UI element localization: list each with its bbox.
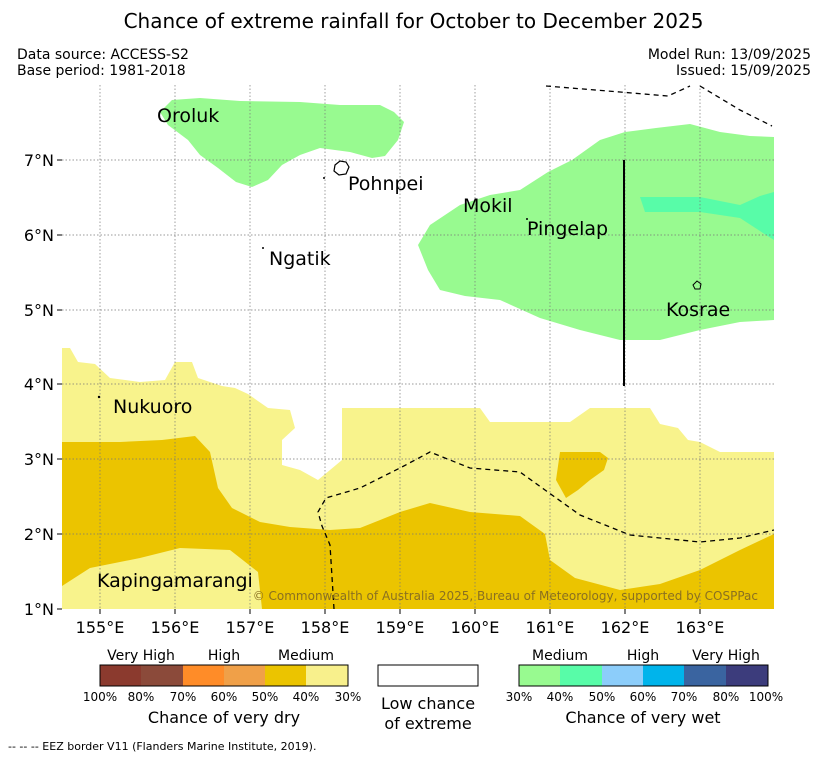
y-tick-label: 2°N xyxy=(24,525,54,544)
y-axis-labels: 7°N 6°N 5°N 4°N 3°N 2°N 1°N xyxy=(24,151,54,619)
legend-dry-swatch xyxy=(183,665,224,686)
x-tick-label: 157°E xyxy=(226,618,275,637)
legend-wet-swatch xyxy=(560,665,602,686)
legend-wet-swatch xyxy=(726,665,768,686)
place-label-kosrae: Kosrae xyxy=(666,299,730,321)
legend-dry-swatch xyxy=(224,665,265,686)
map-title: Chance of extreme rainfall for October t… xyxy=(123,9,704,33)
ngatik-island-marker xyxy=(262,247,264,249)
legend-wet-category: Medium xyxy=(532,648,588,664)
legend-dry-pct: 80% xyxy=(128,690,155,704)
x-tick-label: 161°E xyxy=(526,618,575,637)
model-run: Model Run: 13/09/2025 xyxy=(647,47,811,63)
legend-dry-pct: 100% xyxy=(83,690,117,704)
x-tick-label: 158°E xyxy=(301,618,350,637)
legend-wet-pct: 100% xyxy=(749,690,783,704)
place-label-kapingamarangi: Kapingamarangi xyxy=(97,570,253,592)
data-source: Data source: ACCESS-S2 xyxy=(17,47,189,63)
legend-dry-category: Medium xyxy=(278,648,334,664)
legend-dry-frame xyxy=(99,664,349,687)
legend-wet-pct: 40% xyxy=(547,690,574,704)
y-tick-label: 1°N xyxy=(24,600,54,619)
x-tick-label: 159°E xyxy=(376,618,425,637)
legend-dry-title: Chance of very dry xyxy=(148,708,300,727)
legend-wet-pct: 70% xyxy=(671,690,698,704)
kosrae-island-outline xyxy=(692,280,702,290)
dry-medium-patch xyxy=(556,452,608,498)
x-axis-labels: 155°E 156°E 157°E 158°E 159°E 160°E 161°… xyxy=(76,618,725,637)
legend-dry-pct: 50% xyxy=(252,690,279,704)
legend-wet-pct: 80% xyxy=(713,690,740,704)
legend-wet-pct: 60% xyxy=(630,690,657,704)
y-tick-label: 6°N xyxy=(24,226,54,245)
x-tick-label: 162°E xyxy=(601,618,650,637)
x-tick-label: 155°E xyxy=(76,618,125,637)
place-label-oroluk: Oroluk xyxy=(157,105,219,127)
eez-footnote: -- -- -- EEZ border V11 (Flanders Marine… xyxy=(8,740,317,753)
legend-dry-pct: 40% xyxy=(293,690,320,704)
legend-low-line1: Low chance xyxy=(381,694,475,713)
legend-wet-pct: 30% xyxy=(506,690,533,704)
x-tick-label: 156°E xyxy=(151,618,200,637)
legend-wet-category: Very High xyxy=(692,648,760,664)
legend-dry-pct: 30% xyxy=(335,690,362,704)
place-label-ngatik: Ngatik xyxy=(269,248,331,270)
legend-wet: Medium High Very High 30% 40% 50% 60% 70… xyxy=(506,648,783,727)
y-tick-label: 7°N xyxy=(24,151,54,170)
pohnpei-islet-marker xyxy=(323,177,325,179)
x-tick-label: 163°E xyxy=(676,618,725,637)
legend-dry-category: High xyxy=(208,648,240,664)
x-tick-label: 160°E xyxy=(451,618,500,637)
legend-wet-swatch xyxy=(643,665,684,686)
legend-dry-swatch xyxy=(141,665,183,686)
legend-dry-category: Very High xyxy=(107,648,175,664)
wet-medium-east-region xyxy=(418,124,774,340)
dry-light-patch xyxy=(62,548,262,609)
base-period: Base period: 1981-2018 xyxy=(17,63,186,79)
y-tick-label: 4°N xyxy=(24,375,54,394)
pohnpei-island-outline xyxy=(333,160,350,176)
legend-wet-pct: 50% xyxy=(589,690,616,704)
place-label-nukuoro: Nukuoro xyxy=(113,396,192,418)
place-label-pingelap: Pingelap xyxy=(527,218,608,240)
legend-wet-swatch xyxy=(684,665,726,686)
legend-dry: Very High High Medium 100% 80% 70% 60% 5… xyxy=(83,648,361,727)
eez-border xyxy=(317,85,774,609)
nukuoro-island-marker xyxy=(97,395,101,399)
legend-dry-pct: 70% xyxy=(170,690,197,704)
legend-wet-swatch xyxy=(519,665,560,686)
legend-wet-category: High xyxy=(627,648,659,664)
map-area xyxy=(62,85,774,609)
place-label-mokil: Mokil xyxy=(463,195,513,217)
place-label-pohnpei: Pohnpei xyxy=(348,173,424,195)
legend-dry-swatch xyxy=(100,665,141,686)
legend-low: Low chance of extreme xyxy=(377,664,479,733)
legend-dry-swatch xyxy=(265,665,306,686)
legend-low-line2: of extreme xyxy=(384,714,471,733)
issued-date: Issued: 15/09/2025 xyxy=(676,63,811,79)
legend-wet-frame xyxy=(518,664,769,687)
wet-medium-north-region xyxy=(160,98,404,187)
legend-wet-title: Chance of very wet xyxy=(565,708,720,727)
legend-low-swatch xyxy=(377,664,479,687)
wet-medium-high-patch xyxy=(640,192,774,240)
legend-wet-swatch xyxy=(602,665,643,686)
copyright-notice: © Commonwealth of Australia 2025, Bureau… xyxy=(253,589,758,603)
axis-ticks xyxy=(57,159,701,614)
y-tick-label: 5°N xyxy=(24,301,54,320)
legend-dry-pct: 60% xyxy=(211,690,238,704)
y-tick-label: 3°N xyxy=(24,450,54,469)
legend-dry-swatch xyxy=(306,665,348,686)
pingelap-island-marker xyxy=(526,218,528,220)
